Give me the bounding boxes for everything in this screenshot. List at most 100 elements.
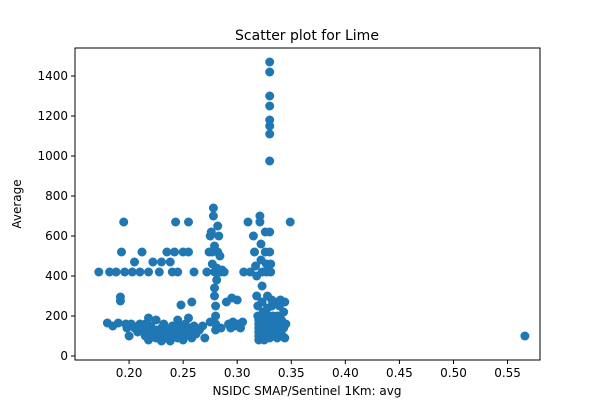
y-axis-label: Average: [10, 179, 24, 228]
data-point: [265, 57, 275, 67]
data-point: [266, 267, 276, 277]
data-point: [208, 211, 218, 221]
chart-title: Scatter plot for Lime: [235, 28, 379, 44]
x-axis-label: NSIDC SMAP/Sentinel 1Km: avg: [213, 384, 402, 398]
data-point: [170, 247, 179, 257]
y-tick-label: 1200: [37, 109, 68, 123]
data-point: [113, 318, 123, 328]
data-point: [189, 267, 199, 277]
data-point: [120, 267, 130, 277]
data-point: [111, 267, 121, 277]
data-point: [127, 267, 137, 277]
data-point: [157, 257, 166, 267]
data-point: [266, 259, 276, 269]
data-point: [211, 311, 221, 321]
data-point: [239, 267, 249, 277]
data-point: [279, 307, 289, 317]
data-point: [265, 121, 275, 131]
data-point: [256, 239, 266, 249]
x-tick-label: 0.50: [440, 366, 467, 380]
data-point: [187, 297, 197, 307]
data-point: [212, 275, 222, 285]
data-point: [251, 261, 261, 271]
data-point: [265, 91, 275, 101]
data-point: [135, 267, 145, 277]
data-point: [219, 267, 229, 277]
data-point: [210, 283, 219, 293]
data-point: [252, 291, 262, 301]
data-point: [265, 156, 275, 166]
y-tick-label: 400: [45, 269, 68, 283]
x-axis: 0.20 0.25 0.30 0.35 0.40 0.45 0.50 0.55: [116, 360, 521, 380]
data-point: [257, 281, 267, 291]
y-tick-label: 800: [45, 189, 68, 203]
data-point: [257, 297, 267, 307]
data-point: [115, 292, 125, 302]
data-point: [151, 315, 161, 325]
data-point: [265, 227, 275, 237]
plot-frame: [74, 47, 541, 361]
data-point: [198, 321, 208, 331]
x-tick-label: 0.40: [332, 366, 359, 380]
y-tick-label: 600: [45, 229, 68, 243]
data-point: [214, 231, 224, 241]
x-tick-label: 0.35: [278, 366, 305, 380]
data-point: [265, 247, 275, 257]
y-tick-label: 0: [60, 349, 68, 363]
x-tick-label: 0.55: [494, 366, 521, 380]
x-tick-label: 0.20: [116, 366, 143, 380]
data-point: [162, 247, 172, 257]
data-point: [105, 267, 115, 277]
x-tick-label: 0.30: [224, 366, 251, 380]
x-tick-label: 0.25: [170, 366, 197, 380]
data-point: [280, 333, 290, 343]
y-tick-label: 200: [45, 309, 68, 323]
data-point: [154, 267, 164, 277]
data-point: [94, 267, 104, 277]
data-point: [176, 300, 186, 310]
data-point: [245, 267, 255, 277]
data-point: [248, 231, 258, 241]
data-point: [238, 317, 248, 327]
y-tick-label: 1400: [37, 69, 68, 83]
data-point: [144, 267, 153, 277]
data-point: [211, 301, 221, 311]
y-axis: 0 200 400 600 800 1000 1200 1400: [37, 69, 75, 363]
data-point: [184, 247, 193, 257]
data-point: [213, 221, 223, 231]
data-point: [184, 313, 193, 323]
data-point: [184, 217, 193, 227]
data-point: [215, 251, 225, 261]
x-tick-label: 0.45: [386, 366, 413, 380]
data-point: [171, 217, 181, 227]
data-point: [130, 257, 139, 267]
data-point: [216, 323, 226, 333]
data-point: [243, 217, 253, 227]
data-point: [148, 257, 158, 267]
data-point: [202, 267, 212, 277]
data-point: [265, 129, 275, 139]
data-point: [137, 247, 147, 257]
data-point: [285, 217, 295, 227]
data-point: [144, 313, 153, 323]
points-layer: [94, 57, 530, 346]
data-point: [210, 291, 219, 301]
data-point: [124, 331, 134, 341]
data-point: [281, 319, 291, 329]
data-point: [265, 101, 275, 111]
data-point: [206, 227, 216, 237]
data-point: [208, 203, 218, 213]
data-point: [250, 247, 259, 257]
data-point: [165, 257, 175, 267]
data-point: [520, 331, 530, 341]
data-point: [173, 267, 183, 277]
data-point: [255, 217, 265, 227]
y-tick-label: 1000: [37, 149, 68, 163]
data-point: [200, 333, 210, 343]
data-point: [117, 247, 126, 257]
data-point: [232, 295, 242, 305]
data-point: [280, 297, 290, 307]
